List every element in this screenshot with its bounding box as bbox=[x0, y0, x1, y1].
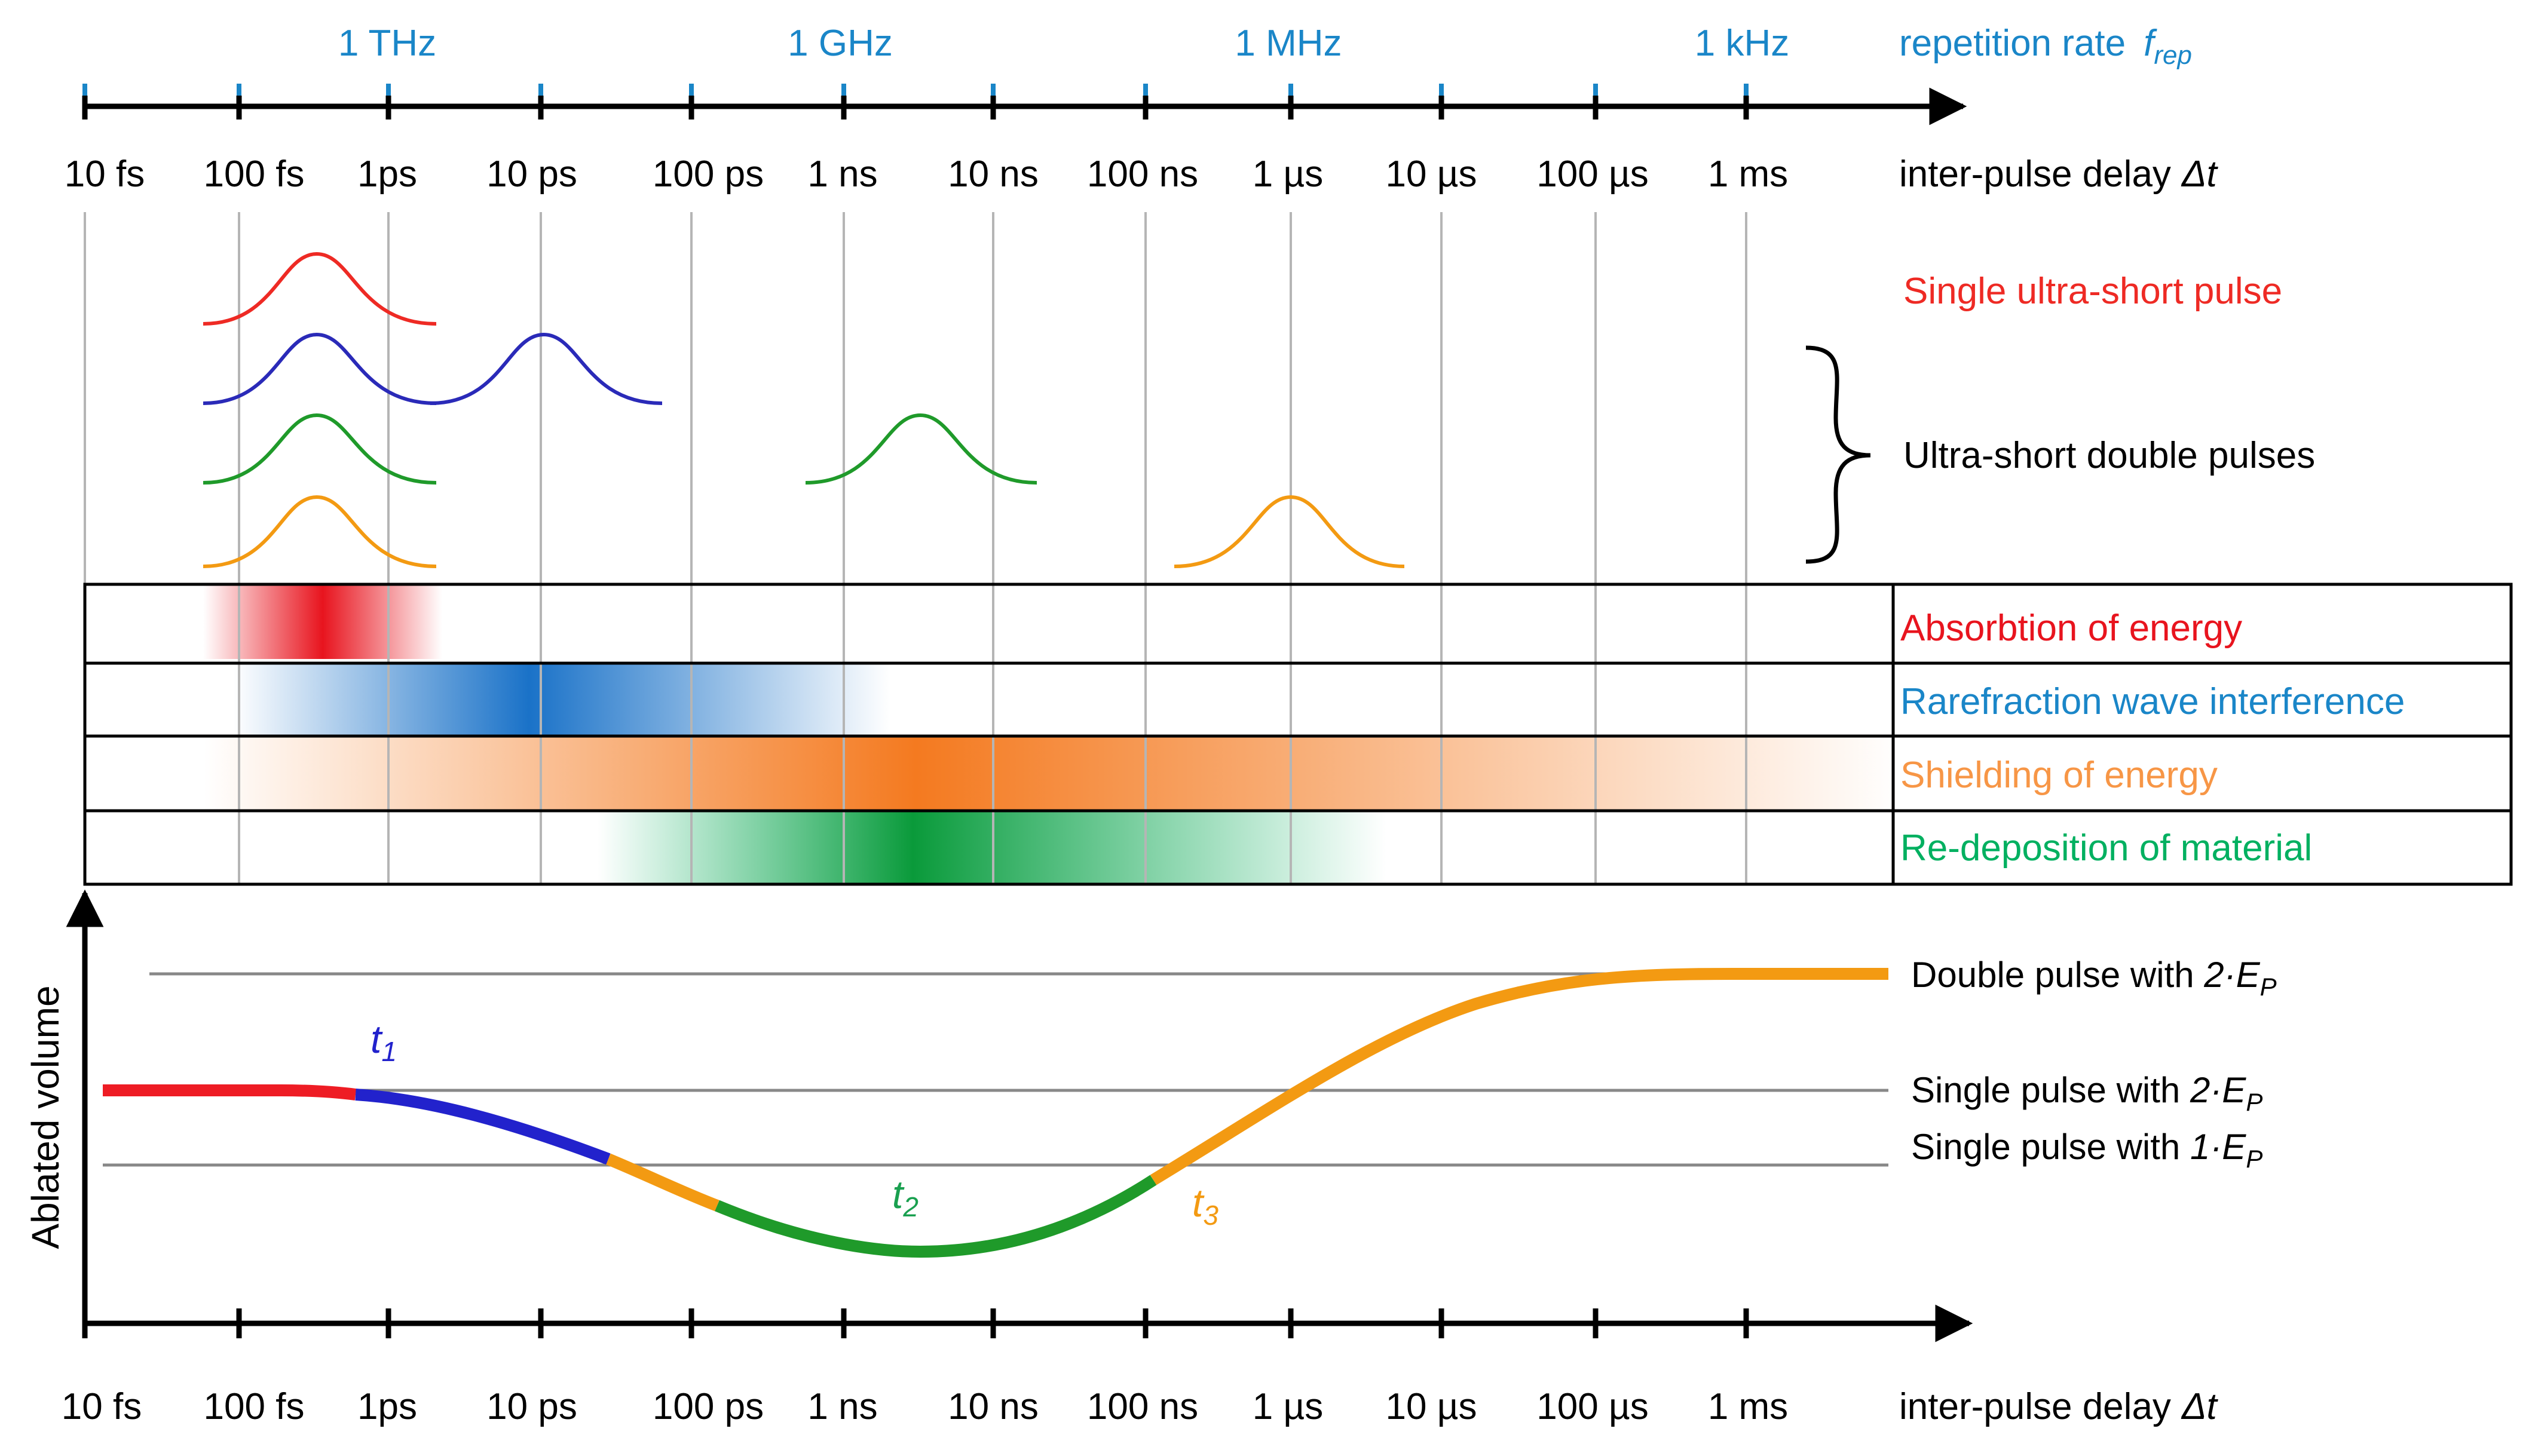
double-pulse-orange-second bbox=[1174, 495, 1405, 568]
effect-label-shielding: Shielding of energy bbox=[1900, 755, 2218, 796]
single-pulse-curve bbox=[203, 252, 437, 326]
double-pulse-orange-first bbox=[203, 495, 437, 568]
delay-tick-label: 10 ps bbox=[486, 154, 577, 195]
frequency-axis-title: repetition rate frep bbox=[1899, 23, 2192, 70]
chart-x-tick-label: 10 µs bbox=[1386, 1386, 1477, 1427]
double-pulse-blue-second bbox=[430, 332, 663, 405]
ablation-curve-green bbox=[715, 1175, 1157, 1258]
double-pulse-blue-first bbox=[203, 332, 437, 405]
chart-y-label: Ablated volume bbox=[24, 985, 67, 1249]
shielding-band bbox=[203, 736, 1900, 811]
ablation-curve-orange-2 bbox=[1150, 968, 1888, 1185]
ablation-chart: Ablated volume Double pulse with 2·EP Si… bbox=[24, 889, 2277, 1427]
delay-tick-label: 1 ns bbox=[807, 154, 877, 195]
chart-x-tick-label: 100 µs bbox=[1536, 1386, 1648, 1427]
level-label-double-2ep: Double pulse with 2·EP bbox=[1911, 955, 2277, 1001]
delay-tick-label: 100 ns bbox=[1087, 154, 1198, 195]
ablation-curve-red bbox=[103, 1084, 357, 1101]
delay-tick-label: 10 ns bbox=[948, 154, 1039, 195]
ablation-curve-blue bbox=[355, 1089, 611, 1165]
level-label-single-1ep: Single pulse with 1·EP bbox=[1911, 1127, 2262, 1173]
delay-tick-label: 100 ps bbox=[653, 154, 764, 195]
chart-x-tick-label: 1 ms bbox=[1708, 1386, 1788, 1427]
double-pulses-brace bbox=[1805, 345, 1871, 564]
chart-x-tick-label: 100 fs bbox=[204, 1386, 305, 1427]
freq-tick-label: 1 THz bbox=[338, 23, 436, 64]
chart-x-tick-label: 1ps bbox=[357, 1386, 417, 1427]
delay-axis-title: inter-pulse delay Δt bbox=[1899, 154, 2219, 195]
chart-x-tick-label: 1 ns bbox=[807, 1386, 877, 1427]
top-axis: 1 THz 1 GHz 1 MHz 1 kHz repetition rate f… bbox=[65, 23, 2219, 195]
delay-tick-label: 1 µs bbox=[1253, 154, 1323, 195]
rarefraction-band bbox=[233, 662, 890, 737]
time-marker-t2: t2 bbox=[892, 1172, 918, 1222]
delay-grid-lines bbox=[84, 212, 1747, 584]
chart-x-tick-label: 10 ps bbox=[486, 1386, 577, 1427]
effect-label-rarefraction: Rarefraction wave interference bbox=[1900, 681, 2405, 722]
double-pulse-green-second bbox=[805, 413, 1037, 485]
time-marker-t1: t1 bbox=[371, 1017, 397, 1067]
chart-x-tick-label: 10 ns bbox=[948, 1386, 1039, 1427]
effect-label-absorption: Absorbtion of energy bbox=[1900, 608, 2242, 649]
ablation-curve-orange-1 bbox=[606, 1153, 719, 1212]
delay-tick-label: 100 µs bbox=[1536, 154, 1648, 195]
freq-tick-label: 1 GHz bbox=[788, 23, 893, 64]
delay-tick-label: 100 fs bbox=[204, 154, 305, 195]
chart-x-axis-title: inter-pulse delay Δt bbox=[1899, 1386, 2219, 1427]
absorption-band bbox=[203, 584, 442, 659]
delay-tick-label: 1ps bbox=[357, 154, 417, 195]
level-label-single-2ep: Single pulse with 2·EP bbox=[1911, 1070, 2262, 1116]
double-pulses-label: Ultra-short double pulses bbox=[1903, 435, 2315, 476]
chart-x-tick-label: 1 µs bbox=[1253, 1386, 1323, 1427]
double-pulse-green-first bbox=[203, 413, 437, 485]
delay-tick-label: 10 µs bbox=[1386, 154, 1477, 195]
pulse-shapes bbox=[203, 252, 1405, 568]
frequency-ticks bbox=[82, 84, 1749, 96]
freq-tick-label: 1 MHz bbox=[1235, 23, 1342, 64]
freq-tick-label: 1 kHz bbox=[1695, 23, 1789, 64]
effect-label-redeposition: Re-deposition of material bbox=[1900, 827, 2312, 869]
delay-tick-label: 1 ms bbox=[1708, 154, 1788, 195]
chart-x-ticks bbox=[82, 1308, 1749, 1338]
time-marker-t3: t3 bbox=[1192, 1181, 1218, 1231]
chart-x-tick-label: 100 ns bbox=[1087, 1386, 1198, 1427]
delay-tick-label: 10 fs bbox=[65, 154, 145, 195]
single-pulse-label: Single ultra-short pulse bbox=[1903, 271, 2282, 312]
effects-table-border bbox=[83, 583, 2513, 886]
chart-x-tick-label: 10 fs bbox=[62, 1386, 142, 1427]
effects-table: Absorbtion of energy Rarefraction wave i… bbox=[83, 583, 2513, 886]
delay-ticks bbox=[82, 96, 1749, 119]
chart-x-tick-label: 100 ps bbox=[653, 1386, 764, 1427]
